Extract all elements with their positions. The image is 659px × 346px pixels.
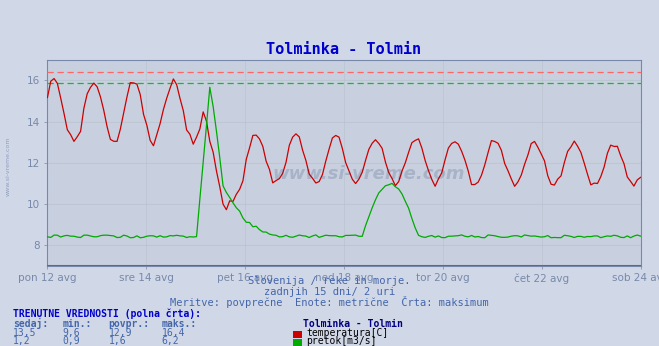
Text: www.si-vreme.com: www.si-vreme.com xyxy=(6,136,11,196)
Text: 0,9: 0,9 xyxy=(63,336,80,346)
Text: TRENUTNE VREDNOSTI (polna črta):: TRENUTNE VREDNOSTI (polna črta): xyxy=(13,309,201,319)
Text: Slovenija / reke in morje.: Slovenija / reke in morje. xyxy=(248,276,411,286)
Title: Tolminka - Tolmin: Tolminka - Tolmin xyxy=(266,42,422,57)
Text: 1,6: 1,6 xyxy=(109,336,127,346)
Text: pretok[m3/s]: pretok[m3/s] xyxy=(306,336,377,346)
Text: Meritve: povprečne  Enote: metrične  Črta: maksimum: Meritve: povprečne Enote: metrične Črta:… xyxy=(170,296,489,308)
Text: temperatura[C]: temperatura[C] xyxy=(306,328,389,338)
Text: Tolminka - Tolmin: Tolminka - Tolmin xyxy=(303,319,403,329)
Text: www.si-vreme.com: www.si-vreme.com xyxy=(273,165,465,183)
Text: 9,6: 9,6 xyxy=(63,328,80,338)
Text: povpr.:: povpr.: xyxy=(109,319,150,329)
Text: sedaj:: sedaj: xyxy=(13,318,48,329)
Text: 1,2: 1,2 xyxy=(13,336,31,346)
Text: 12,9: 12,9 xyxy=(109,328,132,338)
Text: 13,5: 13,5 xyxy=(13,328,37,338)
Text: 6,2: 6,2 xyxy=(161,336,179,346)
Text: 16,4: 16,4 xyxy=(161,328,185,338)
Text: zadnjih 15 dni/ 2 uri: zadnjih 15 dni/ 2 uri xyxy=(264,287,395,297)
Text: maks.:: maks.: xyxy=(161,319,196,329)
Text: min.:: min.: xyxy=(63,319,92,329)
